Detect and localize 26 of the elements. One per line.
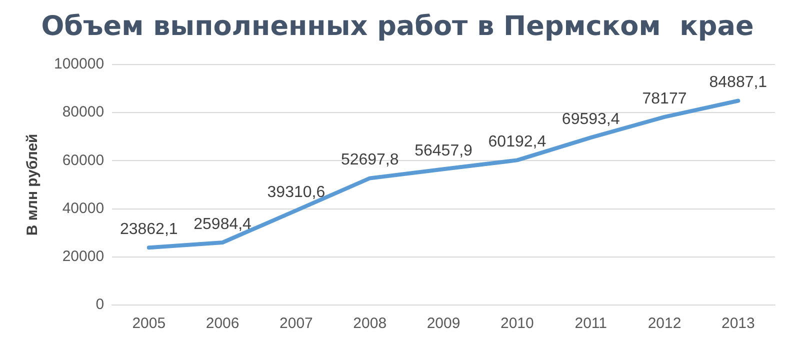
data-label: 78177 — [642, 90, 687, 108]
x-tick-label: 2005 — [132, 315, 166, 332]
x-tick-label: 2013 — [721, 315, 755, 332]
y-tick-label: 20000 — [62, 248, 104, 266]
y-axis-title: В млн рублей — [24, 134, 42, 236]
x-tick-label: 2008 — [353, 315, 387, 332]
data-label: 39310,6 — [267, 184, 326, 201]
y-tick-label: 100000 — [54, 56, 104, 73]
x-tick-label: 2009 — [426, 315, 460, 332]
y-tick-label: 80000 — [62, 104, 104, 121]
y-tick-label: 40000 — [62, 200, 104, 217]
data-label: 52697,8 — [340, 152, 399, 169]
data-label: 25984,4 — [194, 216, 252, 233]
data-label: 60192,4 — [488, 134, 546, 151]
data-label: 23862,1 — [120, 220, 178, 238]
x-tick-label: 2007 — [280, 315, 313, 332]
data-label: 69593,4 — [562, 110, 620, 128]
x-tick-label: 2012 — [648, 315, 682, 332]
chart-title: Объем выполненных работ в Пермском крае — [41, 11, 754, 42]
x-tick-label: 2006 — [206, 315, 240, 332]
data-label: 84887,1 — [709, 74, 768, 92]
x-tick-label: 2011 — [574, 315, 607, 332]
y-tick-label: 60000 — [62, 152, 104, 169]
y-tick-label: 0 — [96, 296, 104, 314]
data-label: 56457,9 — [414, 142, 473, 160]
x-tick-label: 2010 — [500, 315, 534, 332]
